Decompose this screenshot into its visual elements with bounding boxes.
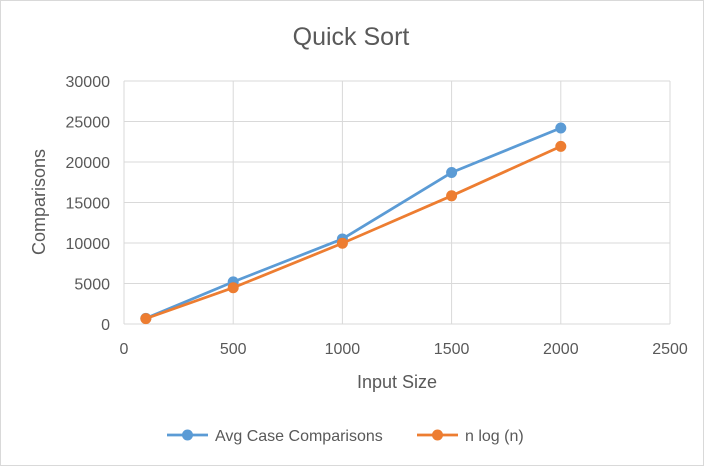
- gridlines: [123, 80, 671, 325]
- series-2-point: [140, 313, 152, 325]
- series-2-point: [555, 140, 567, 152]
- legend-label-2: n log (n): [465, 428, 524, 445]
- legend: Avg Case Comparisons n log (n): [167, 428, 524, 445]
- series-1-point: [446, 167, 458, 179]
- y-tick-label: 10000: [66, 236, 111, 253]
- chart-title: Quick Sort: [293, 23, 410, 51]
- series-layer: [140, 122, 567, 325]
- legend-label-1: Avg Case Comparisons: [215, 428, 383, 445]
- legend-marker-1: [182, 429, 193, 441]
- series-2-point: [446, 190, 458, 202]
- x-axis-ticks: 0 500 1000 1500 2000 2500: [120, 341, 688, 358]
- series-2-point: [227, 282, 239, 294]
- x-tick-label: 500: [220, 341, 247, 358]
- y-tick-label: 5000: [74, 277, 110, 294]
- y-axis-title: Comparisons: [29, 149, 49, 255]
- x-tick-label: 1500: [434, 341, 470, 358]
- x-tick-label: 2500: [652, 341, 688, 358]
- series-1-point: [555, 122, 567, 134]
- x-axis-title: Input Size: [357, 372, 437, 392]
- legend-marker-2: [432, 429, 443, 441]
- y-tick-label: 0: [101, 317, 110, 334]
- y-tick-label: 15000: [66, 196, 111, 213]
- x-tick-label: 1000: [325, 341, 361, 358]
- y-tick-label: 25000: [66, 115, 111, 132]
- y-tick-label: 30000: [66, 74, 111, 91]
- x-tick-label: 0: [120, 341, 129, 358]
- y-axis-ticks: 0 5000 10000 15000 20000 25000 30000: [66, 74, 111, 334]
- x-tick-label: 2000: [543, 341, 579, 358]
- series-2-point: [336, 237, 348, 249]
- series-line-1: [145, 126, 562, 320]
- y-tick-label: 20000: [66, 155, 111, 172]
